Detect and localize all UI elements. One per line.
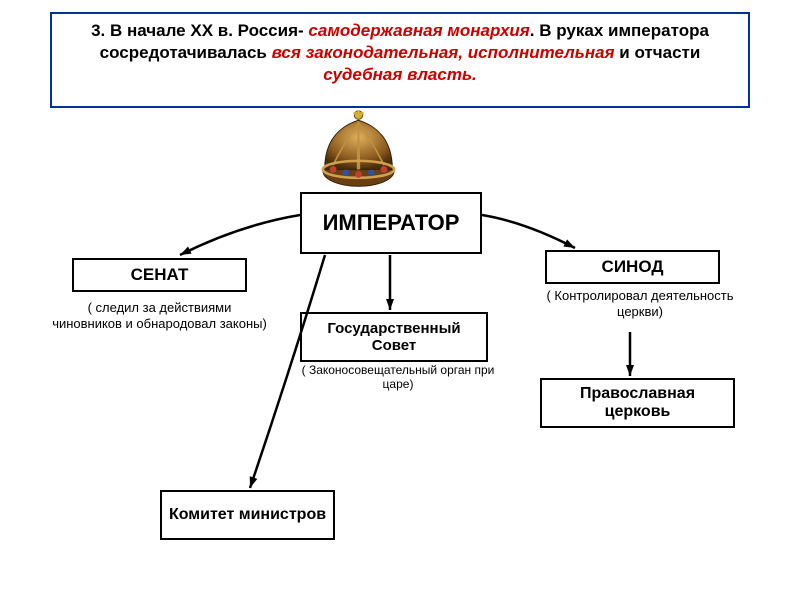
header-box: 3. В начале ХХ в. Россия- самодержавная … [50, 12, 750, 108]
crown-icon [316, 110, 401, 188]
hdr-red3: судебная власть. [323, 65, 477, 84]
senate-caption-text: ( следил за действиями чиновников и обна… [52, 300, 267, 331]
header-text: 3. В начале ХХ в. Россия- самодержавная … [64, 20, 736, 86]
node-senate-label: СЕНАТ [131, 265, 189, 285]
hdr-mid2: и отчасти [615, 43, 701, 62]
node-synod: СИНОД [545, 250, 720, 284]
node-emperor-label: ИМПЕРАТОР [323, 210, 460, 236]
hdr-red2: вся законодательная, исполнительная [272, 43, 615, 62]
node-committee-label: Комитет министров [169, 506, 326, 524]
node-church-label: Православная церковь [546, 385, 729, 421]
node-synod-label: СИНОД [602, 257, 664, 277]
hdr-prefix: 3. В начале ХХ в. Россия- [91, 21, 308, 40]
node-council: Государственный Совет [300, 312, 488, 362]
node-senate: СЕНАТ [72, 258, 247, 292]
node-council-label: Государственный Совет [306, 320, 482, 354]
synod-caption: ( Контролировал деятельность церкви) [540, 288, 740, 319]
council-caption: ( Законосовещательный орган при царе) [298, 363, 498, 392]
senate-caption: ( следил за действиями чиновников и обна… [52, 300, 267, 331]
node-church: Православная церковь [540, 378, 735, 428]
hdr-red1: самодержавная монархия [308, 21, 529, 40]
node-emperor: ИМПЕРАТОР [300, 192, 482, 254]
council-caption-text: ( Законосовещательный орган при царе) [302, 363, 495, 391]
node-committee: Комитет министров [160, 490, 335, 540]
synod-caption-text: ( Контролировал деятельность церкви) [546, 288, 733, 319]
